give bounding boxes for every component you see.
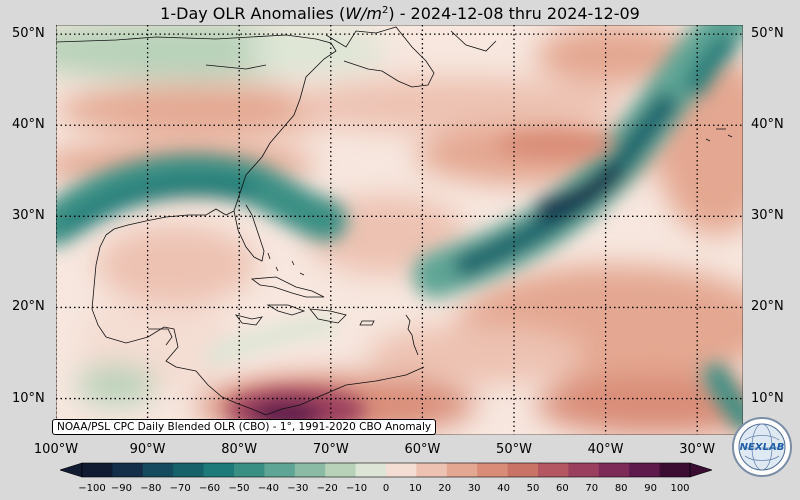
lon-label: 90°W	[129, 442, 166, 457]
colorbar-tick-label: 0	[382, 483, 390, 494]
colorbar-segment	[568, 463, 600, 477]
negative-anomaly-bands	[56, 25, 743, 432]
lon-label: 50°W	[496, 442, 532, 457]
colorbar	[60, 462, 712, 478]
colorbar-tick-label: 90	[644, 483, 657, 494]
colorbar-segment	[173, 463, 205, 477]
lat-label: 50°N	[751, 26, 784, 42]
colorbar-segment	[355, 463, 387, 477]
colorbar-tick-label: 20	[438, 483, 452, 494]
olr-anomaly-map	[56, 25, 743, 435]
colorbar-tick-label: −20	[316, 483, 338, 494]
colorbar-tick-label: −60	[199, 483, 221, 494]
lon-label: 40°W	[587, 442, 624, 457]
colorbar-segment	[659, 463, 691, 477]
colorbar-tick-label: 80	[614, 483, 628, 494]
colorbar-tick-label: −10	[346, 483, 368, 494]
colorbar-tick-label: −90	[110, 483, 132, 494]
lat-lon-grid	[56, 25, 743, 435]
colorbar-tick-label: 50	[526, 483, 540, 494]
globe-logo-icon: NEXLAB	[732, 417, 792, 477]
colorbar-tick-label: −50	[228, 483, 250, 494]
colorbar-segment	[82, 463, 113, 477]
lat-label: 50°N	[12, 26, 45, 42]
colorbar-segment	[264, 463, 296, 477]
colorbar-segment	[598, 463, 630, 477]
colorbar-segment	[386, 463, 417, 477]
data-source-credit: NOAA/PSL CPC Daily Blended OLR (CBO) - 1…	[52, 419, 437, 435]
colorbar-max-extend	[689, 462, 712, 478]
colorbar-segment	[477, 463, 509, 477]
lat-label: 30°N	[12, 208, 45, 224]
lat-label: 10°N	[12, 390, 45, 406]
colorbar-segment	[112, 463, 144, 477]
coastlines	[56, 26, 733, 416]
lon-label: 30°W	[679, 442, 716, 457]
lat-label: 10°N	[751, 390, 784, 406]
colorbar-tick-label: 60	[556, 483, 569, 494]
colorbar-tick-label: 40	[497, 483, 510, 494]
colorbar-segment	[416, 463, 448, 477]
colorbar-min-extend	[60, 462, 83, 478]
lat-label: 20°N	[12, 299, 45, 315]
map-title: 1-Day OLR Anomalies (W/m2) - 2024-12-08 …	[160, 4, 640, 23]
colorbar-tick-label: 10	[409, 483, 422, 494]
colorbar-tick-label: 100	[670, 483, 690, 494]
colorbar-tick-label: −70	[169, 483, 191, 494]
lat-label: 20°N	[751, 299, 784, 315]
colorbar-tick-label: −30	[287, 483, 309, 494]
colorbar-tick-label: −40	[257, 483, 279, 494]
colorbar-segment	[325, 463, 357, 477]
colorbar-segment	[203, 463, 235, 477]
lon-label: 70°W	[312, 442, 349, 457]
colorbar-segment	[538, 463, 569, 477]
colorbar-segment	[234, 463, 265, 477]
lat-label: 30°N	[751, 208, 784, 224]
colorbar-segment	[446, 463, 478, 477]
lat-label: 40°N	[12, 117, 45, 133]
colorbar-tick-label: −100	[78, 483, 106, 494]
lon-label: 100°W	[33, 442, 79, 457]
logo-text: NEXLAB	[740, 442, 785, 453]
lon-label: 60°W	[404, 442, 441, 457]
colorbar-tick-label: −80	[140, 483, 162, 494]
colorbar-tick-label: 70	[585, 483, 599, 494]
colorbar-segment	[142, 463, 174, 477]
colorbar-segment	[294, 463, 326, 477]
colorbar-segment	[507, 463, 539, 477]
colorbar-segment	[629, 463, 661, 477]
lat-label: 40°N	[751, 117, 784, 133]
colorbar-tick-label: 30	[467, 483, 481, 494]
lon-label: 80°W	[221, 442, 258, 457]
